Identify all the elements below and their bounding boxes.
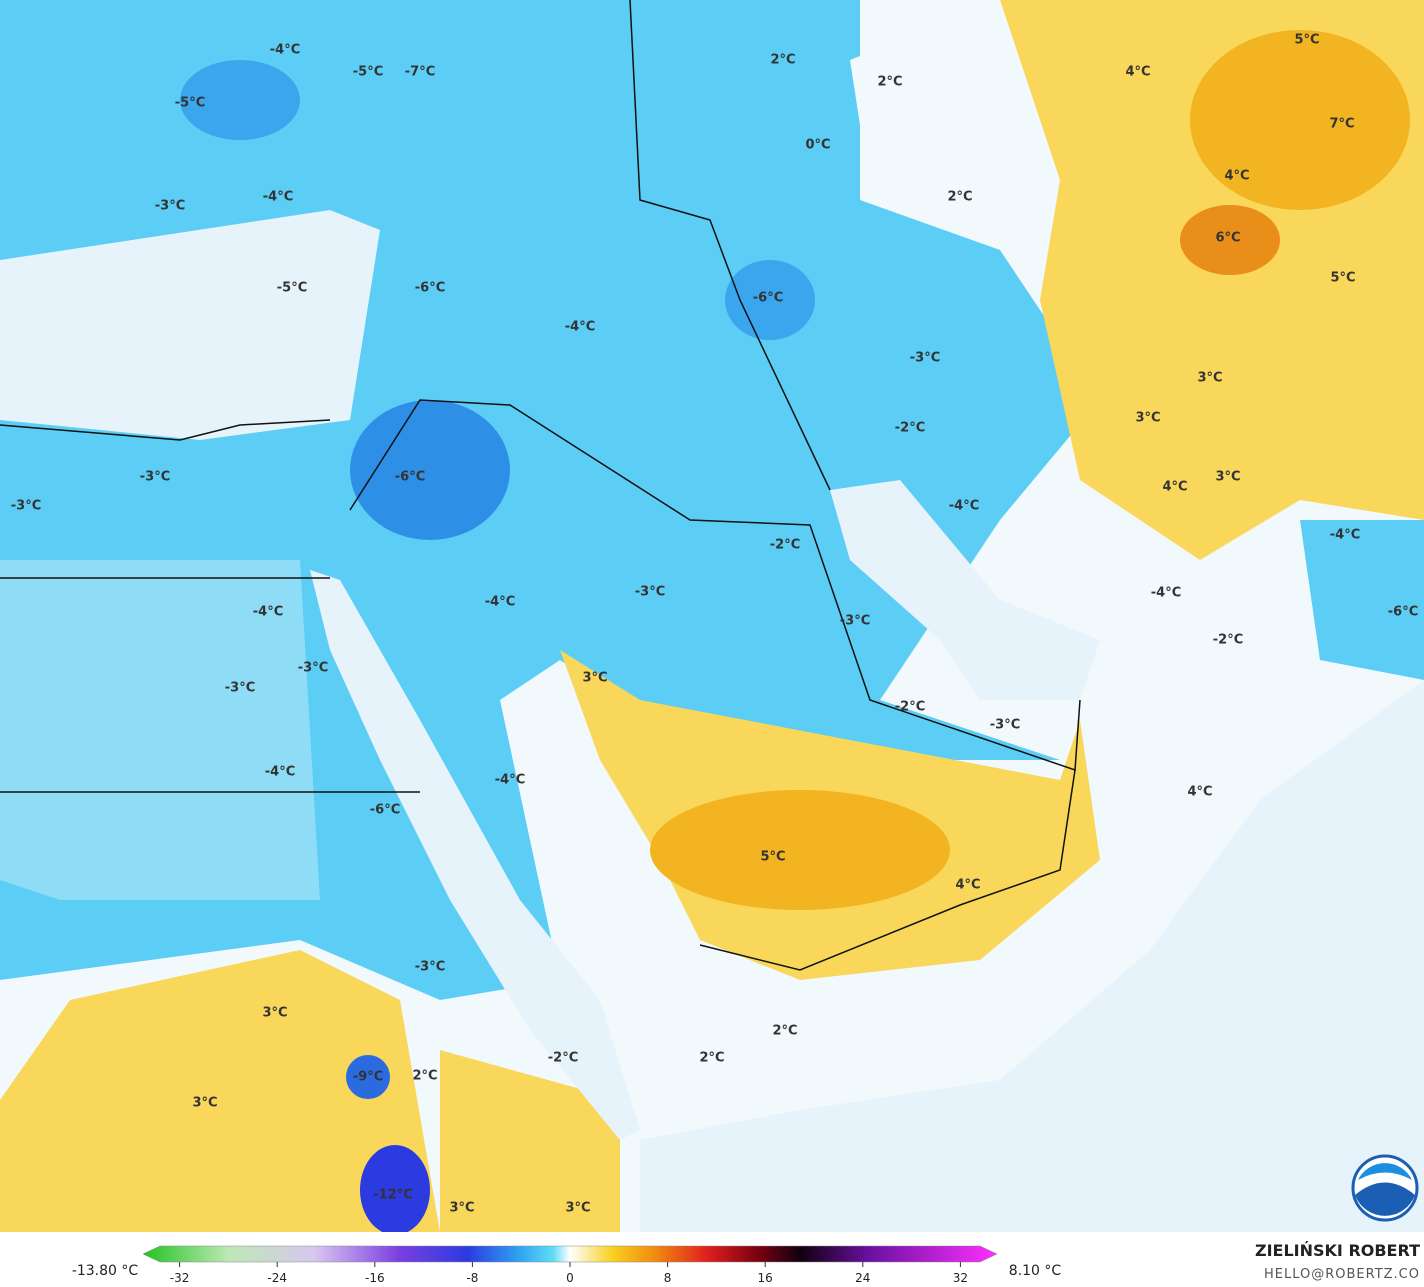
map-fill [0, 0, 1424, 1235]
map-labels: -4°C -5°C -7°C -5°C -4°C -3°C -5°C -6°C -4°C 2°C 2… [11, 33, 1418, 1216]
temperature-label: -12°C [373, 1188, 413, 1203]
temperature-label: -2°C [1213, 633, 1243, 648]
temperature-label: 5°C [1294, 33, 1319, 48]
colorbar-tick-label: -8 [466, 1271, 478, 1285]
temperature-label: -4°C [253, 605, 283, 620]
temperature-label: 7°C [1329, 117, 1354, 132]
borders [0, 0, 1081, 971]
colorbar-tick-label: 24 [855, 1271, 870, 1285]
temperature-label: -6°C [395, 470, 425, 485]
temperature-label: 0°C [805, 138, 830, 153]
temperature-label: 2°C [877, 75, 902, 90]
temperature-label: 3°C [262, 1006, 287, 1021]
temperature-label: -4°C [270, 43, 300, 58]
temperature-label: 6°C [1215, 231, 1240, 246]
temperature-label: 4°C [955, 878, 980, 893]
temperature-label: -7°C [405, 65, 435, 80]
temperature-label: 2°C [699, 1051, 724, 1066]
temperature-label: -2°C [548, 1051, 578, 1066]
temperature-label: 2°C [770, 53, 795, 68]
temperature-label: -3°C [635, 585, 665, 600]
temperature-label: -6°C [753, 291, 783, 306]
temperature-label: 3°C [1135, 411, 1160, 426]
temperature-label: -3°C [990, 718, 1020, 733]
temperature-label: 2°C [947, 190, 972, 205]
temperature-label: -3°C [225, 681, 255, 696]
temperature-label: 4°C [1125, 65, 1150, 80]
temperature-label: -6°C [415, 281, 445, 296]
author: ZIELIŃSKI ROBERT [1255, 1241, 1420, 1260]
temperature-label: -9°C [353, 1070, 383, 1085]
colorbar-tick-label: -32 [170, 1271, 190, 1285]
temperature-label: 4°C [1187, 785, 1212, 800]
temperature-label: 3°C [565, 1201, 590, 1216]
colorbar-tick-label: -16 [365, 1271, 385, 1285]
colorbar-min-label: -13.80 °C [72, 1263, 139, 1279]
temperature-label: -3°C [298, 661, 328, 676]
temperature-label: -4°C [263, 190, 293, 205]
colorbar-tick-label: 0 [566, 1271, 574, 1285]
colorbar-tick-label: 16 [758, 1271, 773, 1285]
temperature-label: -4°C [485, 595, 515, 610]
temperature-label: -2°C [895, 700, 925, 715]
colorbar-max-label: 8.10 °C [1009, 1263, 1062, 1279]
temperature-label: -3°C [415, 960, 445, 975]
temperature-label: -4°C [565, 320, 595, 335]
temperature-label: -5°C [175, 96, 205, 111]
temperature-label: 3°C [582, 671, 607, 686]
temperature-label: 3°C [1197, 371, 1222, 386]
temperature-label: -6°C [370, 803, 400, 818]
temperature-label: -4°C [495, 773, 525, 788]
colorbar: -32 -24 -16 -8 0 8 16 24 32 [142, 1245, 998, 1285]
temperature-label: -6°C [1388, 605, 1418, 620]
temperature-label: -4°C [949, 499, 979, 514]
colorbar-tick-label: 32 [953, 1271, 968, 1285]
temperature-label: 2°C [412, 1069, 437, 1084]
temperature-label: -3°C [910, 351, 940, 366]
temperature-label: 3°C [192, 1096, 217, 1111]
temperature-label: -5°C [277, 281, 307, 296]
noaa-logo [1351, 1154, 1419, 1222]
temperature-label: -4°C [1151, 586, 1181, 601]
temperature-label: -2°C [895, 421, 925, 436]
temperature-label: -3°C [840, 614, 870, 629]
temperature-label: -5°C [353, 65, 383, 80]
temperature-label: 4°C [1224, 169, 1249, 184]
temperature-label: -3°C [140, 470, 170, 485]
temperature-label: -3°C [155, 199, 185, 214]
colorbar-gradient [142, 1245, 998, 1263]
temperature-label: -4°C [265, 765, 295, 780]
temperature-label: -2°C [770, 538, 800, 553]
colorbar-tick-label: -24 [267, 1271, 287, 1285]
temperature-label: 2°C [772, 1024, 797, 1039]
temperature-label: 3°C [449, 1201, 474, 1216]
email: HELLO@ROBERTZ.CO [1264, 1267, 1420, 1282]
temperature-label: 4°C [1162, 480, 1187, 495]
temperature-label: -3°C [11, 499, 41, 514]
temperature-label: 5°C [760, 850, 785, 865]
colorbar-tick-label: 8 [664, 1271, 672, 1285]
temperature-label: 3°C [1215, 470, 1240, 485]
temperature-label: -4°C [1330, 528, 1360, 543]
temperature-label: 5°C [1330, 271, 1355, 286]
